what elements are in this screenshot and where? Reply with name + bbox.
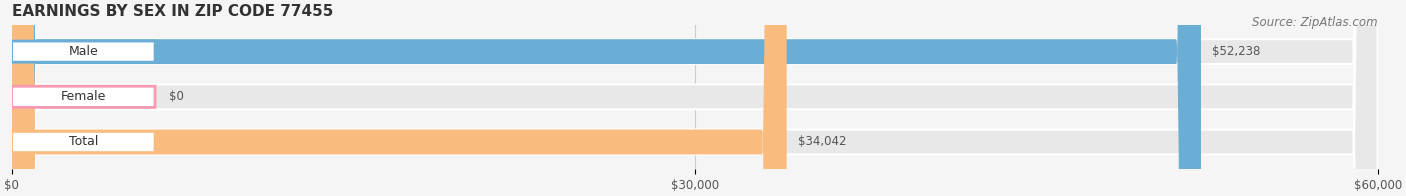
- Text: EARNINGS BY SEX IN ZIP CODE 77455: EARNINGS BY SEX IN ZIP CODE 77455: [11, 4, 333, 19]
- Text: $52,238: $52,238: [1212, 45, 1260, 58]
- Text: Total: Total: [69, 135, 98, 149]
- FancyBboxPatch shape: [11, 0, 1378, 196]
- Text: $0: $0: [169, 90, 184, 103]
- Text: Male: Male: [69, 45, 98, 58]
- FancyBboxPatch shape: [11, 86, 155, 107]
- FancyBboxPatch shape: [11, 0, 1201, 196]
- FancyBboxPatch shape: [11, 0, 1378, 196]
- FancyBboxPatch shape: [11, 132, 155, 152]
- Text: Female: Female: [60, 90, 105, 103]
- Text: $34,042: $34,042: [797, 135, 846, 149]
- FancyBboxPatch shape: [11, 0, 1378, 196]
- FancyBboxPatch shape: [11, 0, 787, 196]
- Text: Source: ZipAtlas.com: Source: ZipAtlas.com: [1253, 16, 1378, 29]
- FancyBboxPatch shape: [11, 41, 155, 62]
